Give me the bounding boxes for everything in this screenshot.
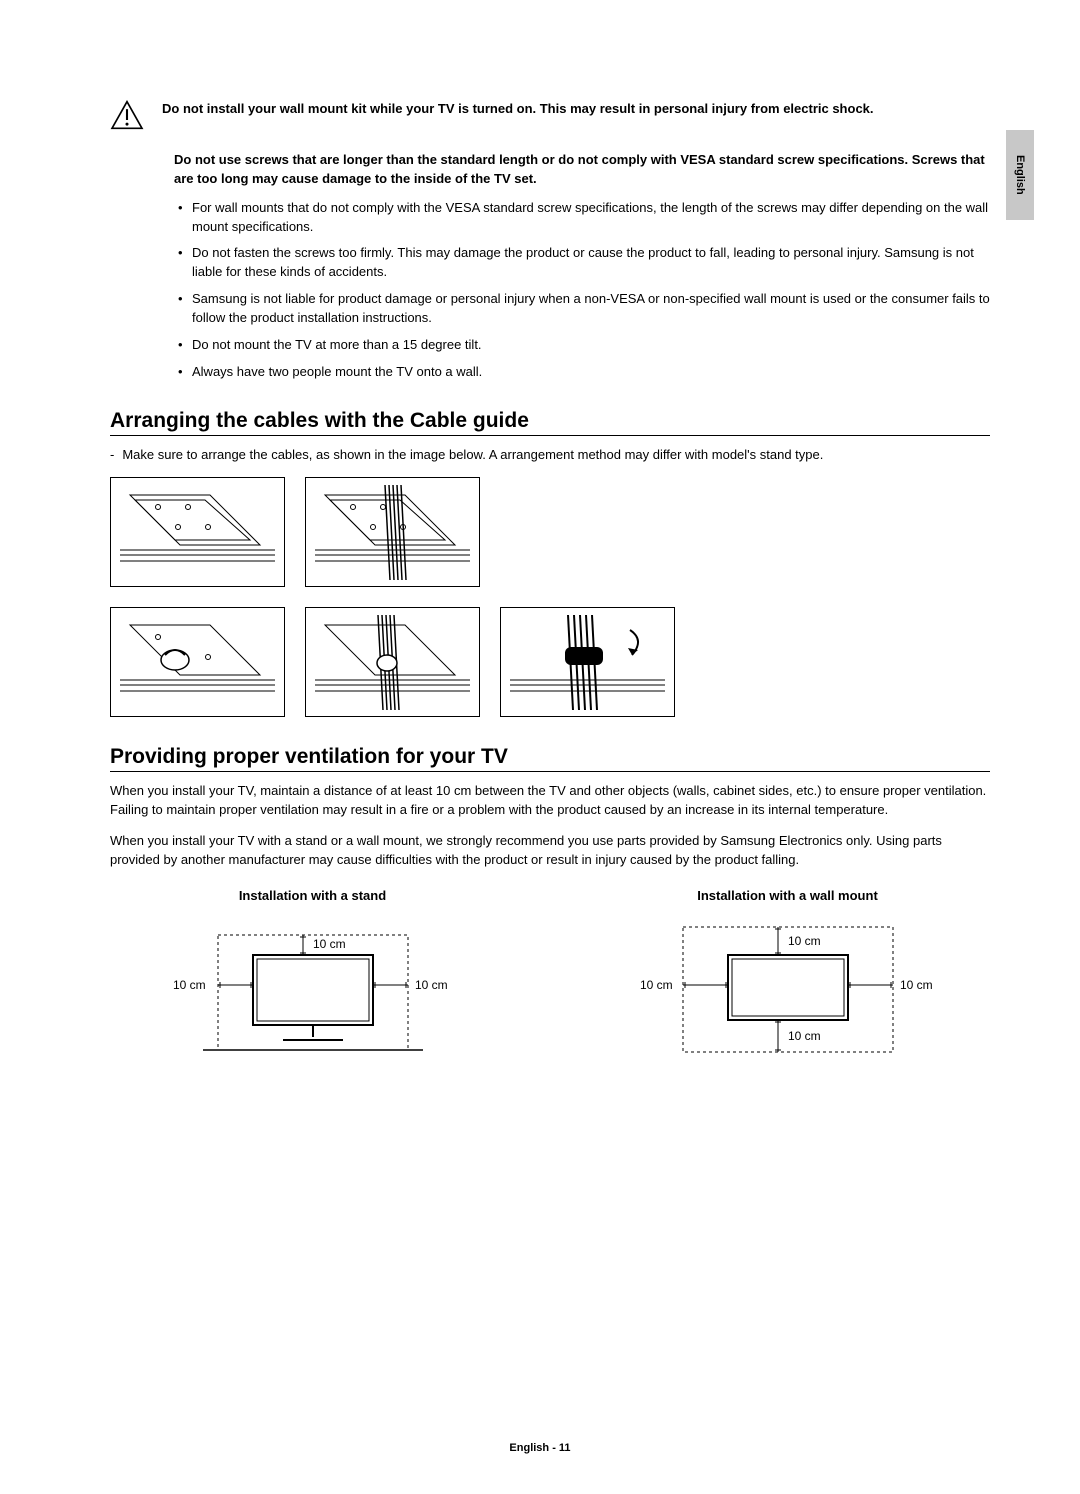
screw-warning-bold: Do not use screws that are longer than t… [174, 151, 990, 189]
diagram-clip-closeup [500, 607, 675, 717]
language-tab-label: English [1014, 155, 1026, 195]
install-wall-figure: 10 cm 10 cm 10 cm 10 cm [585, 915, 990, 1065]
bullet-item: Do not mount the TV at more than a 15 de… [174, 336, 990, 355]
dim-left: 10 cm [640, 978, 673, 992]
diagram-row-1 [110, 477, 990, 587]
install-stand-figure: 10 cm 10 cm 10 cm [110, 915, 515, 1065]
install-stand-title: Installation with a stand [110, 888, 515, 903]
section1-note-text: Make sure to arrange the cables, as show… [122, 446, 823, 465]
warning-block: Do not install your wall mount kit while… [110, 100, 990, 133]
bullet-item: For wall mounts that do not comply with … [174, 199, 990, 237]
section1-note: - Make sure to arrange the cables, as sh… [110, 446, 990, 465]
screw-info-block: Do not use screws that are longer than t… [174, 151, 990, 381]
section-heading-ventilation: Providing proper ventilation for your TV [110, 745, 990, 772]
dim-right: 10 cm [415, 978, 448, 992]
diagram-clip-cables [305, 607, 480, 717]
install-stand-column: Installation with a stand 10 cm [110, 888, 515, 1065]
dim-top: 10 cm [313, 937, 346, 951]
bullet-list: For wall mounts that do not comply with … [174, 199, 990, 382]
install-wall-title: Installation with a wall mount [585, 888, 990, 903]
dim-right: 10 cm [900, 978, 933, 992]
warning-icon [110, 100, 144, 133]
page-footer: English - 11 [0, 1442, 1080, 1454]
diagram-stand-cables [305, 477, 480, 587]
language-tab: English [1006, 130, 1034, 220]
dim-top: 10 cm [788, 934, 821, 948]
ventilation-p2: When you install your TV with a stand or… [110, 832, 990, 870]
install-wall-column: Installation with a wall mount 10 cm 10 … [585, 888, 990, 1065]
dim-left: 10 cm [173, 978, 206, 992]
bullet-item: Do not fasten the screws too firmly. Thi… [174, 244, 990, 282]
diagram-stand-empty [110, 477, 285, 587]
diagram-row-2 [110, 607, 990, 717]
dash-marker: - [110, 446, 114, 465]
bullet-item: Samsung is not liable for product damage… [174, 290, 990, 328]
ventilation-p1: When you install your TV, maintain a dis… [110, 782, 990, 820]
section-heading-cables: Arranging the cables with the Cable guid… [110, 409, 990, 436]
installation-diagrams: Installation with a stand 10 cm [110, 888, 990, 1065]
diagram-clip-loose [110, 607, 285, 717]
bullet-item: Always have two people mount the TV onto… [174, 363, 990, 382]
dim-bottom: 10 cm [788, 1029, 821, 1043]
warning-text: Do not install your wall mount kit while… [162, 100, 874, 118]
